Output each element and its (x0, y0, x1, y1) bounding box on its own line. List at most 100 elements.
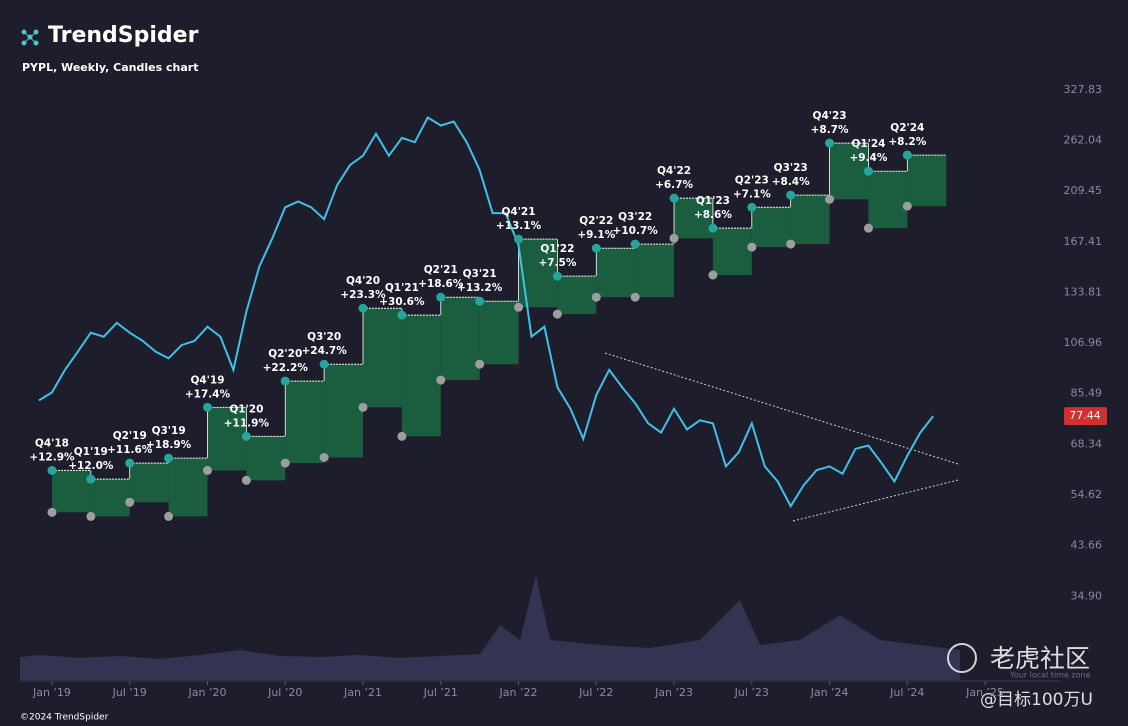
x-tick-label: Jan ’24 (810, 686, 849, 699)
quarter-label: Q1'24 (851, 138, 885, 150)
earnings-range (324, 364, 363, 458)
move-label: +9.4% (849, 152, 887, 164)
upper-dot (475, 296, 485, 306)
y-tick-label: 68.34 (1071, 437, 1103, 450)
upper-dot (747, 202, 757, 212)
quarter-label: Q4'22 (657, 165, 691, 177)
logo (21, 29, 39, 46)
move-label: +24.7% (302, 345, 348, 357)
move-label: +8.2% (888, 136, 926, 148)
y-tick-label: 106.96 (1064, 336, 1103, 349)
lower-dot (241, 475, 251, 485)
earnings-range (207, 407, 247, 471)
lower-dot (280, 458, 290, 468)
lower-dot (786, 239, 796, 249)
move-label: +10.7% (613, 225, 659, 237)
upper-dot (241, 431, 251, 441)
y-tick-label: 133.81 (1064, 285, 1103, 298)
upper-dot (125, 458, 135, 468)
quarter-label: Q2'23 (735, 174, 769, 186)
quarter-label: Q2'20 (268, 348, 302, 360)
quarter-label: Q2'24 (890, 122, 924, 134)
quarter-label: Q4'19 (190, 374, 224, 386)
quarter-label: Q3'23 (774, 162, 808, 174)
earnings-range (363, 308, 402, 408)
upper-dot (552, 271, 562, 281)
upper-dot (319, 359, 329, 369)
move-label: +8.7% (811, 124, 849, 136)
move-label: +17.4% (185, 388, 231, 400)
lower-dot (591, 292, 601, 302)
earnings-range (907, 155, 947, 207)
lower-dot (825, 194, 835, 204)
quarter-label: Q1'22 (540, 243, 574, 255)
y-tick-label: 167.41 (1064, 235, 1103, 248)
y-tick-label: 54.62 (1071, 488, 1103, 501)
quarter-label: Q2'19 (113, 430, 147, 442)
move-label: +13.2% (457, 282, 503, 294)
upper-dot (280, 376, 290, 386)
quarter-label: Q4'21 (501, 206, 535, 218)
lower-dot (319, 452, 329, 462)
brand: TrendSpider (48, 23, 199, 48)
lower-dot (202, 465, 212, 475)
earnings-range (479, 301, 519, 365)
quarter-label: Q3'22 (618, 211, 652, 223)
upper-dot (358, 303, 368, 313)
lower-dot (475, 359, 485, 369)
price-tag (1064, 407, 1107, 426)
x-tick-label: Jul ’20 (267, 686, 302, 699)
earnings-range (596, 248, 636, 298)
quarter-label: Q4'18 (35, 437, 69, 449)
move-label: +11.9% (224, 417, 270, 429)
move-label: +12.9% (29, 451, 75, 463)
x-tick-label: Jul ’22 (578, 686, 613, 699)
upper-dot (514, 234, 524, 244)
move-label: +23.3% (340, 289, 386, 301)
earnings-range (168, 458, 208, 517)
lower-dot (397, 431, 407, 441)
quarter-label: Q3'21 (463, 268, 497, 280)
upper-dot (708, 223, 718, 233)
move-label: +11.6% (107, 444, 153, 456)
x-tick-label: Jan ’20 (188, 686, 227, 699)
earnings-range (401, 315, 441, 437)
earnings-range (129, 463, 169, 503)
quarter-label: Q1'19 (74, 446, 108, 458)
y-tick-label: 262.04 (1064, 133, 1103, 146)
move-label: +13.1% (496, 220, 542, 232)
move-label: +7.1% (733, 188, 771, 200)
watermark: 老虎社区 (990, 644, 1090, 673)
move-label: +30.6% (379, 296, 425, 308)
upper-dot (825, 138, 835, 148)
earnings-range (829, 143, 869, 200)
earnings-range (246, 436, 286, 481)
earnings-range (674, 198, 713, 239)
move-label: +12.0% (68, 460, 114, 472)
upper-dot (86, 474, 96, 484)
upper-dot (164, 453, 174, 463)
move-label: +8.6% (694, 209, 732, 221)
quarter-label: Q4'23 (813, 110, 847, 122)
quarter-label: Q4'20 (346, 275, 380, 287)
lower-dot (708, 270, 718, 280)
lower-dot (164, 511, 174, 521)
trendline (604, 352, 959, 465)
x-tick-label: Jul ’24 (889, 686, 924, 699)
watermark-icon (947, 643, 977, 673)
upper-dot (47, 465, 57, 475)
upper-dot (436, 292, 446, 302)
lower-dot (630, 292, 640, 302)
quarter-label: Q2'21 (424, 264, 458, 276)
x-tick-label: Jan ’23 (654, 686, 693, 699)
earnings-range (751, 207, 791, 248)
upper-dot (202, 402, 212, 412)
upper-dot (786, 190, 796, 200)
move-label: +8.4% (772, 176, 810, 188)
lower-dot (125, 497, 135, 507)
volume (20, 575, 960, 680)
earnings-range (790, 195, 830, 245)
lower-dot (358, 402, 368, 412)
lower-dot (514, 302, 524, 312)
lower-dot (902, 201, 912, 211)
